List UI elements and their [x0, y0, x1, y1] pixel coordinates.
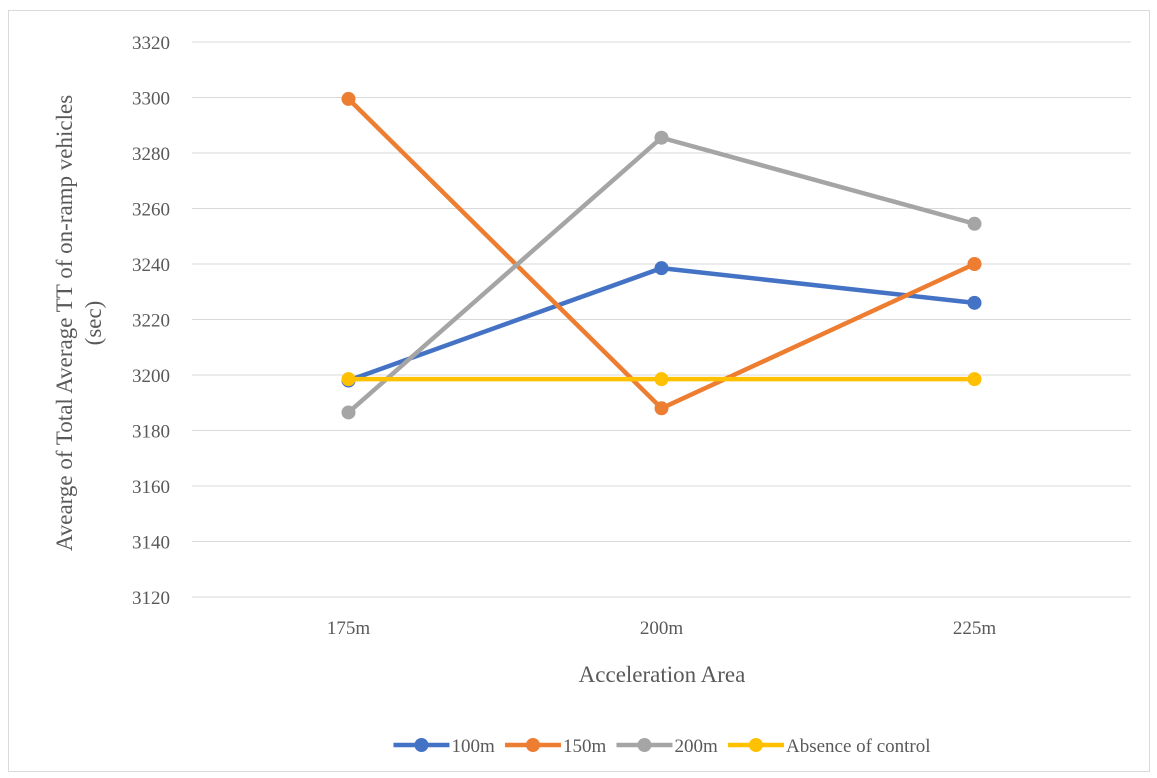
y-axis-title-line1: Avearge of Total Average TT of on-ramp v… [52, 95, 77, 551]
y-axis-title-group: Avearge of Total Average TT of on-ramp v… [52, 95, 106, 551]
data-point [654, 372, 669, 387]
data-point [341, 372, 356, 387]
legend-label: 100m [451, 736, 495, 757]
series-line [346, 265, 977, 383]
legend-item: Absence of control [727, 736, 931, 757]
x-axis-title: Acceleration Area [579, 662, 746, 687]
data-point [654, 261, 669, 276]
series-200m [341, 130, 982, 420]
x-tick-label: 225m [953, 618, 997, 639]
series-line [346, 96, 977, 411]
y-axis-title-line2: (sec) [81, 301, 106, 346]
series-group [341, 91, 982, 420]
y-tick-label: 3180 [132, 422, 170, 443]
legend-swatch-marker [748, 738, 763, 752]
legend-label: 200m [674, 736, 718, 757]
y-tick-label: 3160 [132, 477, 170, 498]
data-point [967, 257, 982, 271]
series-100m [341, 261, 982, 388]
x-tick-label: 175m [327, 618, 371, 639]
y-tick-label: 3300 [132, 89, 170, 110]
y-tick-label: 3220 [132, 311, 170, 332]
y-tick-label: 3200 [132, 366, 170, 387]
legend: 100m 150m 200m Absence of control [393, 736, 931, 757]
chart-frame [8, 10, 1150, 772]
data-point [967, 295, 982, 310]
legend-label: Absence of control [786, 736, 931, 757]
data-point [654, 130, 669, 145]
legend-swatch-marker [637, 738, 652, 752]
legend-label: 150m [563, 736, 607, 757]
y-tick-label: 3240 [132, 255, 170, 276]
gridlines [192, 41, 1131, 598]
y-tick-label: 3280 [132, 144, 170, 165]
data-point [967, 216, 982, 231]
legend-item: 100m [393, 736, 495, 757]
y-tick-label: 3260 [132, 200, 170, 221]
y-axis-tick-labels: 3120 3140 3160 3180 3200 3220 3240 3260 3280 3300… [132, 33, 170, 609]
y-tick-label: 3120 [132, 588, 170, 609]
series-150m [341, 91, 982, 416]
data-point [341, 91, 356, 106]
legend-swatch-marker [414, 738, 429, 752]
data-point [654, 401, 669, 416]
legend-swatch-marker [525, 738, 540, 752]
x-tick-label: 200m [640, 618, 684, 639]
series-absence-of-control [341, 372, 982, 387]
x-axis-tick-labels: 175m 200m 225m [327, 618, 997, 639]
legend-item: 150m [504, 736, 607, 757]
data-point [967, 372, 982, 387]
legend-item: 200m [616, 736, 718, 757]
y-tick-label: 3320 [132, 33, 170, 54]
y-tick-label: 3140 [132, 533, 170, 554]
data-point [341, 405, 356, 420]
